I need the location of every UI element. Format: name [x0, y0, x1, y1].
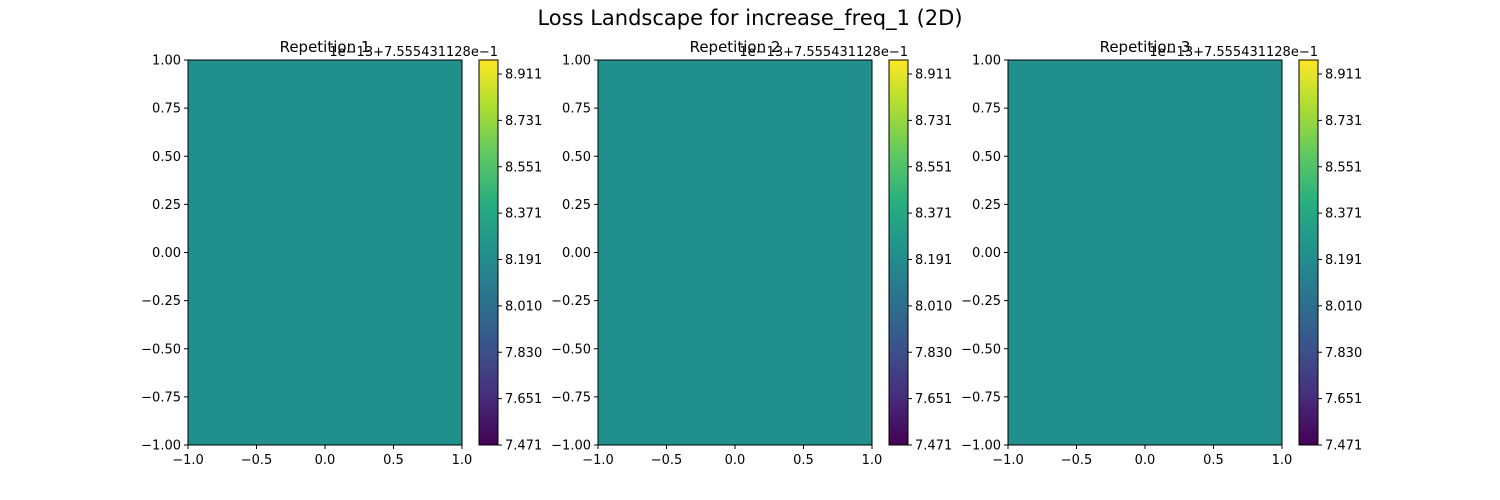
colorbar-tick-label: 7.651 [1325, 392, 1362, 407]
y-tick-label: −0.25 [141, 294, 181, 309]
figure-title: Loss Landscape for increase_freq_1 (2D) [537, 6, 963, 30]
colorbar-tick-label: 8.551 [915, 160, 952, 175]
colorbar-tick-label: 8.010 [1325, 299, 1362, 314]
colorbar-tick-label: 8.911 [915, 68, 952, 83]
x-tick-label: 1.0 [452, 453, 473, 468]
x-tick-label: −1.0 [172, 453, 204, 468]
y-tick-label: 0.50 [152, 150, 181, 165]
colorbar-tick-label: 7.651 [505, 392, 542, 407]
y-tick-label: 0.50 [972, 150, 1001, 165]
x-tick-label: 0.5 [793, 453, 814, 468]
y-tick-label: 0.00 [972, 246, 1001, 261]
subplot-title: Repetition 2 [690, 38, 781, 56]
colorbar-tick-label: 7.830 [1325, 346, 1362, 361]
colorbar-tick-label: 7.471 [505, 439, 542, 454]
y-tick-label: 0.25 [152, 198, 181, 213]
x-tick-label: 0.0 [315, 453, 336, 468]
colorbar-gradient [478, 59, 499, 446]
x-tick-label: −0.5 [651, 453, 683, 468]
y-tick-label: −1.00 [551, 439, 591, 454]
y-tick-label: 0.25 [972, 198, 1001, 213]
y-tick-label: 1.00 [562, 54, 591, 69]
x-tick-label: 1.0 [862, 453, 883, 468]
colorbar-tick-label: 7.471 [1325, 439, 1362, 454]
y-tick-label: 0.75 [972, 102, 1001, 117]
x-tick-label: 0.5 [383, 453, 404, 468]
y-tick-label: 0.50 [562, 150, 591, 165]
subplot-3: Repetition 3 −1.0 −0.5 0.0 0.5 1.0 1.00 0.75 0.5… [961, 38, 1362, 468]
y-tick-label: −0.25 [961, 294, 1001, 309]
colorbar-tick-label: 8.191 [1325, 253, 1362, 268]
y-tick-label: 0.75 [152, 102, 181, 117]
y-tick-label: 1.00 [152, 54, 181, 69]
colorbar-tick-label: 8.551 [505, 160, 542, 175]
y-tick-label: 0.25 [562, 198, 591, 213]
colorbar-tick-label: 8.371 [1325, 207, 1362, 222]
colorbar-tick-label: 8.371 [915, 207, 952, 222]
x-tick-label: −0.5 [241, 453, 273, 468]
y-tick-label: −0.50 [141, 342, 181, 357]
colorbar: 8.911 8.731 8.551 8.371 8.191 8.010 7.830 7.651… [739, 45, 952, 454]
colorbar-tick-label: 8.731 [1325, 114, 1362, 129]
colorbar: 8.911 8.731 8.551 8.371 8.191 8.010 7.830 7.651… [329, 45, 542, 454]
colorbar-tick-label: 8.010 [505, 299, 542, 314]
colorbar-tick-label: 8.551 [1325, 160, 1362, 175]
y-tick-label: −0.50 [961, 342, 1001, 357]
colorbar-tick-label: 8.731 [915, 114, 952, 129]
x-tick-label: 0.0 [1135, 453, 1156, 468]
colorbar-offset-text: 1e−13+7.555431128e−1 [1149, 45, 1318, 60]
colorbar-tick-label: 8.191 [505, 253, 542, 268]
colorbar-offset-text: 1e−13+7.555431128e−1 [329, 45, 498, 60]
x-tick-label: −1.0 [992, 453, 1024, 468]
colorbar-gradient [888, 59, 909, 446]
y-tick-label: −0.75 [141, 390, 181, 405]
y-tick-label: −0.50 [551, 342, 591, 357]
colorbar-tick-label: 7.830 [505, 346, 542, 361]
y-tick-label: 0.00 [562, 246, 591, 261]
colorbar-tick-label: 7.830 [915, 346, 952, 361]
subplot-1: Repetition 1 −1.0 −0.5 0.0 0.5 1.0 1.00 0.75 0.5… [141, 38, 542, 468]
colorbar-offset-text: 1e−13+7.555431128e−1 [739, 45, 908, 60]
x-tick-label: 0.0 [725, 453, 746, 468]
colorbar: 8.911 8.731 8.551 8.371 8.191 8.010 7.830 7.651… [1149, 45, 1362, 454]
y-tick-label: 1.00 [972, 54, 1001, 69]
x-tick-label: −1.0 [582, 453, 614, 468]
colorbar-tick-label: 8.731 [505, 114, 542, 129]
heatmap-surface [598, 60, 872, 445]
x-tick-label: −0.5 [1061, 453, 1093, 468]
x-tick-label: 0.5 [1203, 453, 1224, 468]
colorbar-tick-label: 8.911 [505, 68, 542, 83]
y-tick-label: −0.75 [961, 390, 1001, 405]
y-tick-label: −0.75 [551, 390, 591, 405]
colorbar-tick-label: 7.471 [915, 439, 952, 454]
colorbar-tick-label: 7.651 [915, 392, 952, 407]
colorbar-tick-label: 8.191 [915, 253, 952, 268]
y-tick-label: −0.25 [551, 294, 591, 309]
y-tick-label: −1.00 [141, 439, 181, 454]
y-tick-label: 0.75 [562, 102, 591, 117]
x-tick-label: 1.0 [1272, 453, 1293, 468]
colorbar-tick-label: 8.010 [915, 299, 952, 314]
heatmap-surface [1008, 60, 1282, 445]
subplot-title: Repetition 3 [1100, 38, 1191, 56]
y-tick-label: −1.00 [961, 439, 1001, 454]
colorbar-tick-label: 8.371 [505, 207, 542, 222]
heatmap-surface [188, 60, 462, 445]
y-tick-label: 0.00 [152, 246, 181, 261]
colorbar-tick-label: 8.911 [1325, 68, 1362, 83]
subplot-2: Repetition 2 −1.0 −0.5 0.0 0.5 1.0 1.00 0.75 0.5… [551, 38, 952, 468]
subplot-title: Repetition 1 [280, 38, 371, 56]
colorbar-gradient [1298, 59, 1319, 446]
